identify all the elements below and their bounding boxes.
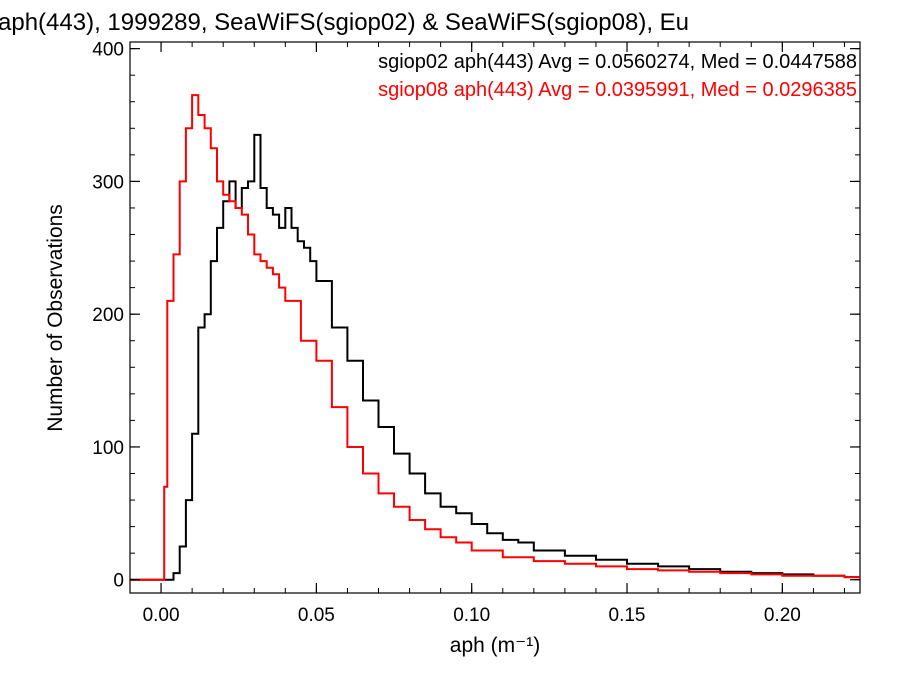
- series-layer: [130, 94, 860, 581]
- x-tick-label: 0.15: [609, 605, 646, 626]
- legend-entry-sgiop08: sgiop08 aph(443) Avg = 0.0395991, Med = …: [378, 79, 857, 101]
- x-tick-label: 0.05: [298, 605, 335, 626]
- x-tick-label: 0.10: [453, 605, 490, 626]
- legend-entry-sgiop02: sgiop02 aph(443) Avg = 0.0560274, Med = …: [378, 51, 857, 73]
- series-line-sgiop02: [130, 133, 860, 581]
- plot-border: [129, 41, 861, 594]
- y-tick-label: 0: [113, 571, 124, 592]
- chart-title: aph(443), 1999289, SeaWiFS(sgiop02) & Se…: [0, 9, 689, 36]
- y-tick-label: 200: [92, 305, 124, 326]
- legend: sgiop02 aph(443) Avg = 0.0560274, Med = …: [378, 51, 857, 101]
- x-axis-label: aph (m⁻¹): [450, 634, 540, 657]
- y-tick-label: 400: [92, 40, 124, 61]
- x-tick-label: 0.00: [143, 605, 180, 626]
- y-axis-ticks: 0 100 200 300 400: [92, 40, 860, 592]
- series-line-sgiop08: [130, 94, 860, 581]
- y-axis-label: Number of Observations: [44, 204, 67, 432]
- y-tick-label: 300: [92, 172, 124, 193]
- plot-frame: [129, 41, 861, 594]
- x-tick-label: 0.20: [764, 605, 801, 626]
- x-axis-ticks: 0.00 0.05 0.10 0.15 0.20: [129, 42, 845, 626]
- y-tick-label: 100: [92, 438, 124, 459]
